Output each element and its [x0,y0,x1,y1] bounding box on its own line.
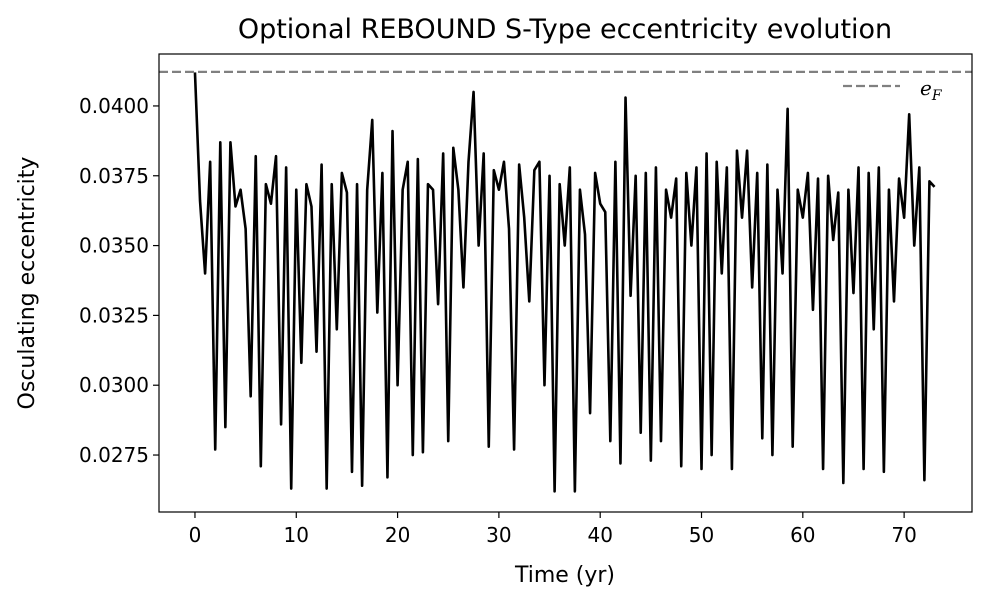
x-tick-label: 70 [891,523,916,547]
legend-label-main: e [920,76,932,100]
x-tick-label: 60 [790,523,815,547]
y-tick-label: 0.0400 [79,94,149,118]
x-tick-label: 30 [486,523,511,547]
x-tick-label: 40 [587,523,612,547]
plot-frame [158,53,973,513]
data-line [193,72,936,493]
legend-label: eF [920,76,943,104]
x-tick-label: 0 [189,523,202,547]
x-axis-label: Time (yr) [514,563,615,588]
legend-label-sub: F [931,88,943,104]
y-tick-label: 0.0375 [79,164,149,188]
y-tick-label: 0.0325 [79,303,149,327]
chart-title: Optional REBOUND S-Type eccentricity evo… [238,14,892,45]
x-tick-label: 50 [689,523,714,547]
y-axis-label: Osculating eccentricity [15,157,40,410]
y-tick-label: 0.0275 [79,443,149,467]
y-tick-label: 0.0300 [79,373,149,397]
x-tick-label: 20 [385,523,410,547]
x-tick-label: 10 [284,523,309,547]
y-tick-label: 0.0350 [79,234,149,258]
